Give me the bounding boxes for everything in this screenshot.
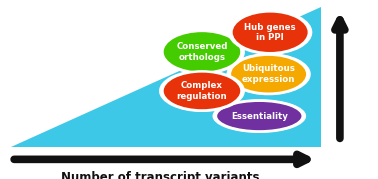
- Text: Essentiality: Essentiality: [231, 112, 288, 121]
- Text: Number of transcript variants: Number of transcript variants: [61, 171, 259, 179]
- Text: Hub genes
in PPI: Hub genes in PPI: [244, 23, 296, 42]
- Ellipse shape: [163, 31, 242, 73]
- Ellipse shape: [212, 99, 306, 133]
- Ellipse shape: [231, 11, 309, 53]
- Ellipse shape: [230, 55, 307, 94]
- Text: Conserved
orthologs: Conserved orthologs: [176, 42, 228, 62]
- Ellipse shape: [163, 71, 242, 110]
- Ellipse shape: [228, 10, 312, 55]
- Ellipse shape: [159, 29, 245, 74]
- Polygon shape: [11, 7, 321, 147]
- Ellipse shape: [159, 70, 245, 112]
- Text: Complex
regulation: Complex regulation: [177, 81, 227, 101]
- Text: Ubiquitous
expression: Ubiquitous expression: [242, 64, 295, 84]
- Ellipse shape: [226, 53, 311, 95]
- Ellipse shape: [216, 101, 303, 131]
